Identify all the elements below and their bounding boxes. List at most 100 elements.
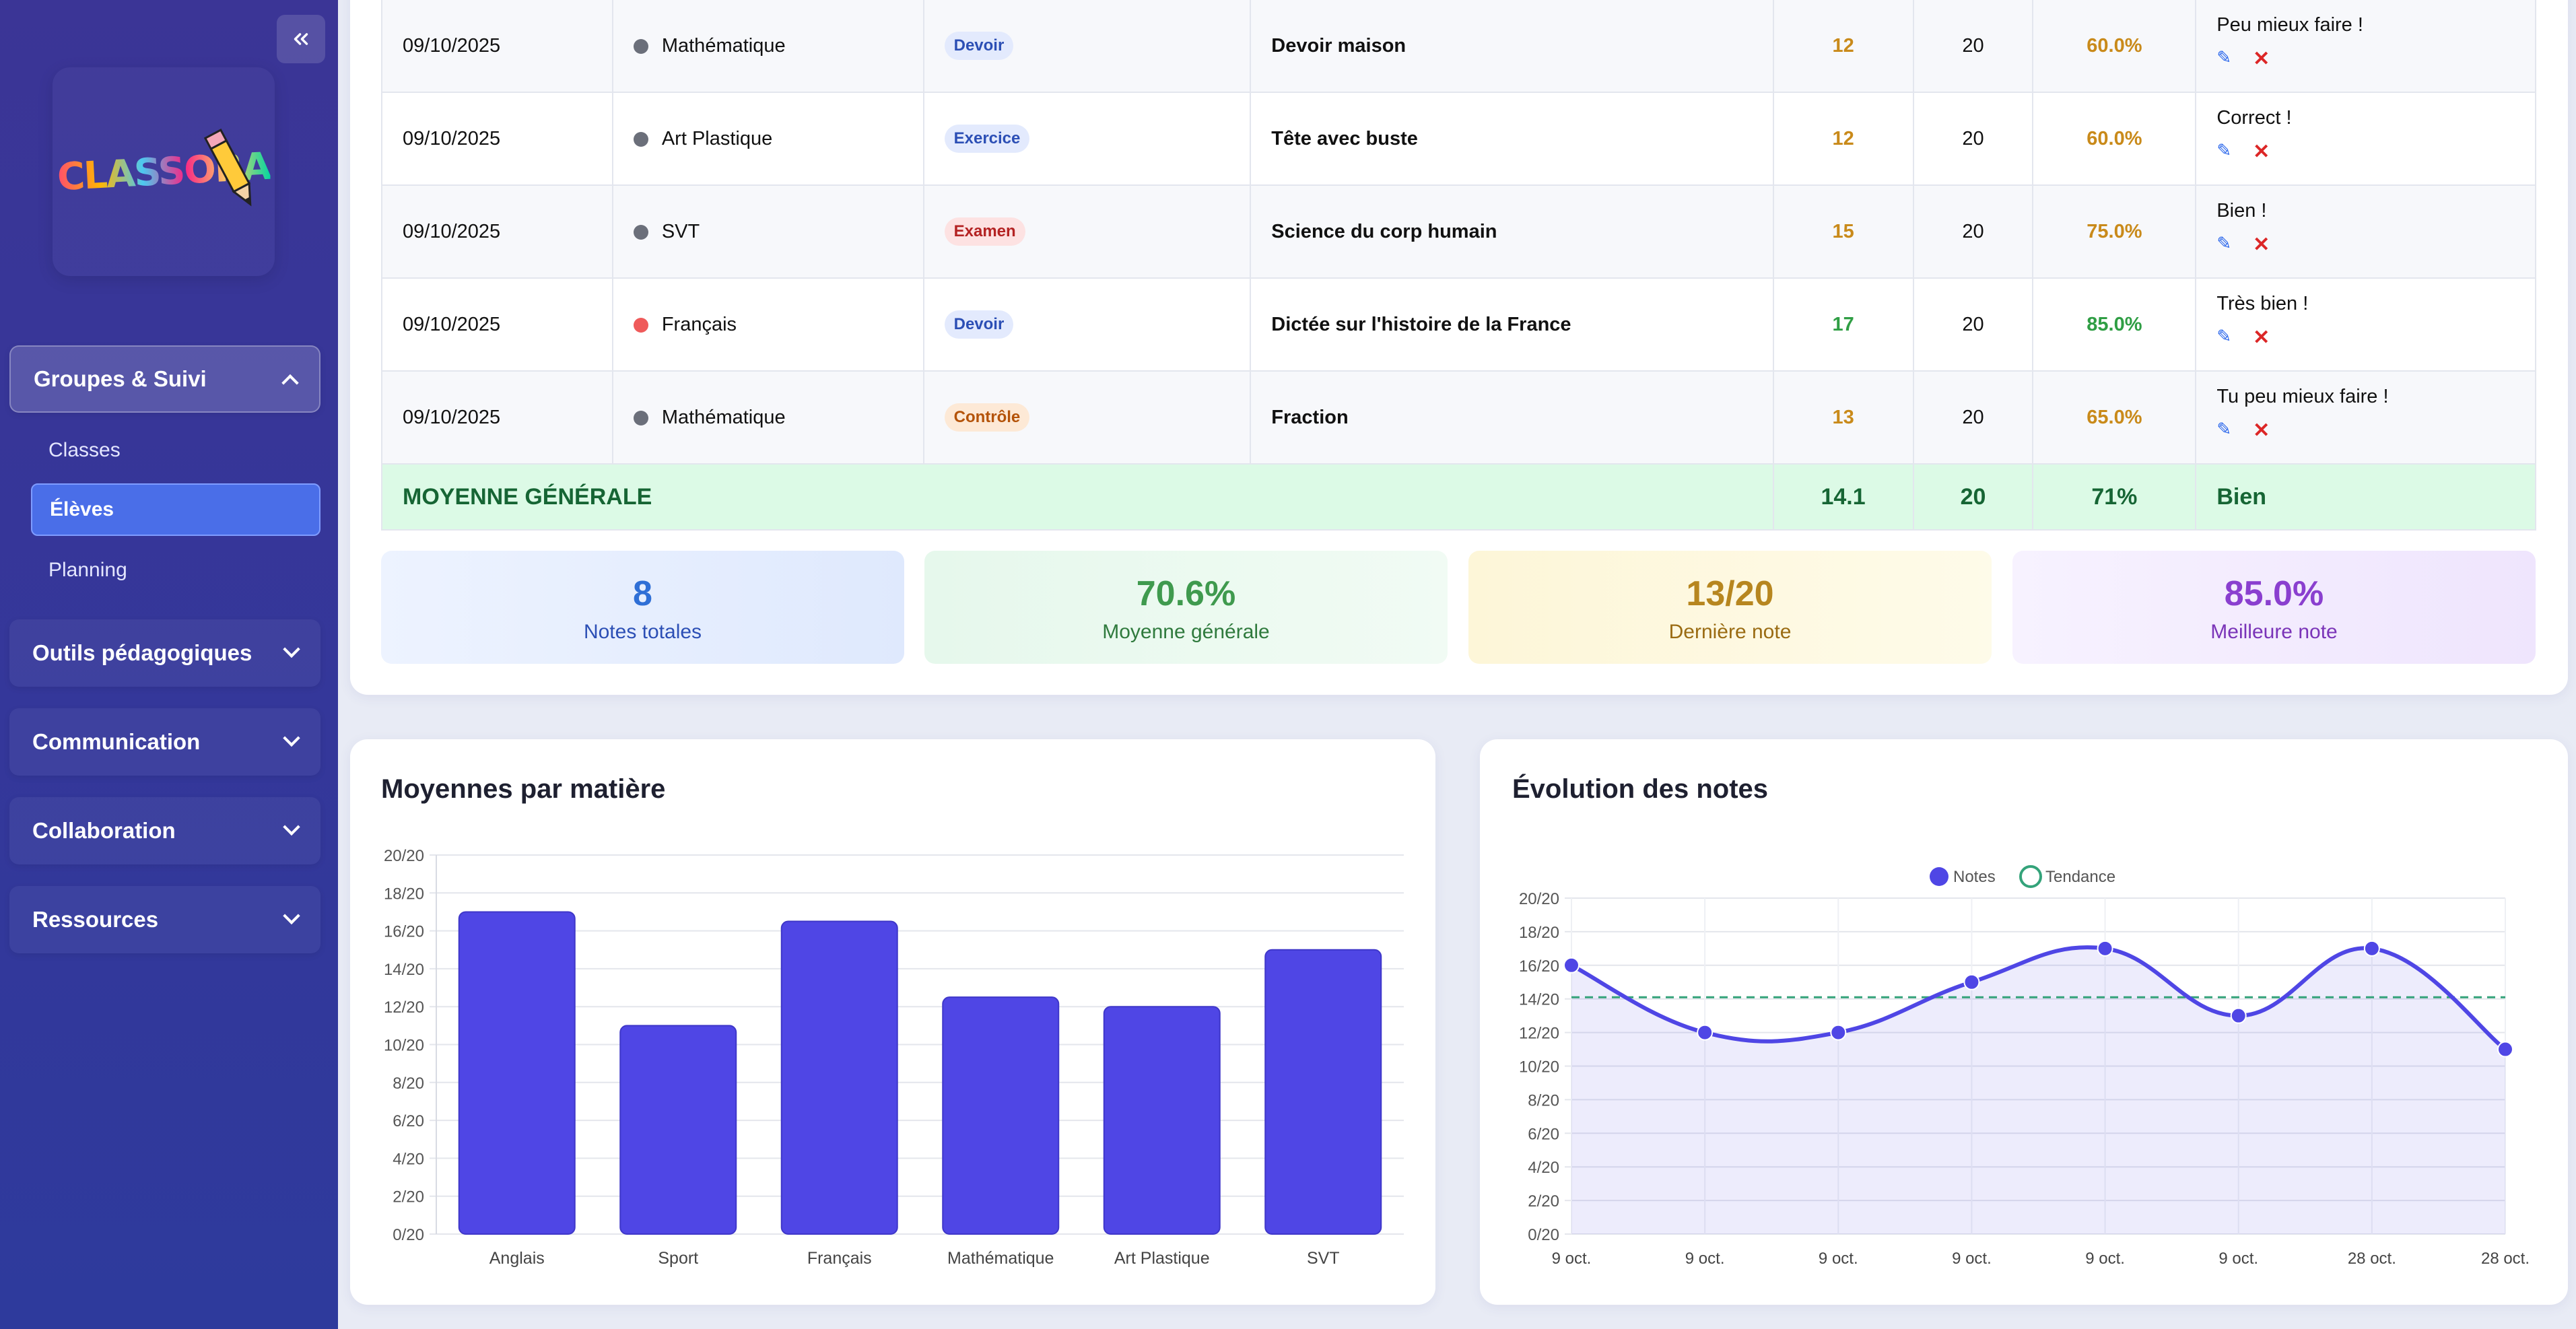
y-tick-label: 10/20 [1519, 1058, 1559, 1077]
stat-value: 8 [633, 574, 652, 613]
line-chart: Notes Tendance 0/20 2/20 4/20 6/20 8/20 10/20 12… [1519, 865, 2530, 1268]
stat-label: Moyenne générale [1102, 621, 1270, 643]
x-tick-label: Sport [658, 1249, 698, 1268]
edit-icon[interactable]: ✎ [2216, 419, 2232, 439]
grade-comment: Peu mieux faire ! [2216, 14, 2363, 36]
grade-date: 09/10/2025 [381, 184, 613, 279]
y-tick-label: 20/20 [1519, 890, 1559, 908]
delete-icon[interactable]: ✕ [2253, 327, 2270, 349]
grade-comment-cell: Correct ! ✎ ✕ [2195, 92, 2536, 186]
data-point[interactable] [2497, 1041, 2513, 1058]
chevron-up-icon [281, 374, 299, 392]
x-tick-label: Art Plastique [1114, 1249, 1210, 1268]
grade-max: 20 [1912, 0, 2034, 93]
legend-marker-notes[interactable] [1930, 867, 1948, 886]
data-point[interactable] [1697, 1024, 1714, 1041]
bar[interactable] [619, 1025, 737, 1235]
bar[interactable] [942, 996, 1060, 1235]
grade-max: 20 [1912, 277, 2034, 372]
bar[interactable] [780, 920, 898, 1235]
grade-percent: 85.0% [2032, 277, 2197, 372]
legend-marker-tendance[interactable] [2019, 865, 2042, 888]
y-tick-label: 6/20 [393, 1112, 424, 1130]
average-max: 20 [1912, 463, 2034, 531]
legend-label: Tendance [2045, 868, 2115, 886]
delete-icon[interactable]: ✕ [2253, 234, 2270, 256]
nav-item-classes[interactable]: Classes [31, 424, 320, 477]
data-point[interactable] [1563, 957, 1580, 974]
collapse-sidebar-button[interactable] [277, 15, 325, 63]
x-tick-label: 9 oct. [2218, 1250, 2258, 1268]
nav-group-label: Groupes & Suivi [34, 366, 207, 391]
edit-icon[interactable]: ✎ [2216, 140, 2232, 160]
row-actions: ✎ ✕ [2216, 140, 2515, 164]
edit-icon[interactable]: ✎ [2216, 326, 2232, 346]
grade-date: 09/10/2025 [381, 370, 613, 465]
chevron-down-icon [283, 818, 300, 836]
type-badge: Contrôle [944, 403, 1030, 432]
grade-note: 15 [1772, 184, 1914, 279]
nav-group-label: Outils pédagogiques [32, 640, 252, 665]
nav-group-collaboration[interactable]: Collaboration [9, 797, 320, 864]
nav-group-outils-pedagogiques[interactable]: Outils pédagogiques [9, 619, 320, 687]
bar-chart-title: Moyennes par matière [381, 774, 666, 804]
grade-date: 09/10/2025 [381, 277, 613, 372]
stat-card: 13/20 Dernière note [1468, 551, 1992, 664]
stat-card: 70.6% Moyenne générale [924, 551, 1448, 664]
edit-icon[interactable]: ✎ [2216, 47, 2232, 67]
data-point[interactable] [1830, 1024, 1847, 1041]
data-point[interactable] [2363, 940, 2380, 957]
delete-icon[interactable]: ✕ [2253, 48, 2270, 70]
nav-group-groupes-suivi[interactable]: Groupes & Suivi [9, 345, 320, 413]
delete-icon[interactable]: ✕ [2253, 141, 2270, 163]
y-tick-label: 8/20 [393, 1075, 424, 1093]
stat-card: 8 Notes totales [381, 551, 904, 664]
nav-item-label: Classes [48, 439, 121, 461]
row-actions: ✎ ✕ [2216, 419, 2515, 442]
grades-table: 09/10/2025 Mathématique Devoir Devoir maiso… [381, 0, 2536, 531]
legend-label: Notes [1953, 868, 1996, 886]
grade-title: Dictée sur l'histoire de la France [1250, 277, 1774, 372]
y-tick-label: 6/20 [1528, 1125, 1559, 1143]
stat-label: Dernière note [1668, 621, 1792, 643]
grade-note: 13 [1772, 370, 1914, 465]
grade-max: 20 [1912, 370, 2034, 465]
grade-type: Examen [922, 184, 1252, 279]
subject-color-dot [633, 131, 648, 147]
subject-label: SVT [661, 220, 700, 242]
data-point[interactable] [2097, 940, 2113, 957]
nav-item-label: Élèves [50, 498, 114, 520]
nav-item-planning[interactable]: Planning [31, 544, 320, 597]
nav-group-communication[interactable]: Communication [9, 708, 320, 776]
grade-max: 20 [1912, 92, 2034, 186]
grade-comment: Correct ! [2216, 107, 2292, 129]
average-label: MOYENNE GÉNÉRALE [381, 463, 1774, 531]
y-tick-label: 4/20 [1528, 1159, 1559, 1177]
delete-icon[interactable]: ✕ [2253, 419, 2270, 442]
edit-icon[interactable]: ✎ [2216, 233, 2232, 253]
x-tick-label: Mathématique [947, 1249, 1054, 1268]
bar[interactable] [1264, 949, 1382, 1235]
chevron-down-icon [283, 907, 300, 925]
subject-label: Français [661, 313, 737, 335]
grade-max: 20 [1912, 184, 2034, 279]
subject-color-dot [633, 224, 648, 240]
nav-group-ressources[interactable]: Ressources [9, 886, 320, 953]
grade-date: 09/10/2025 [381, 92, 613, 186]
data-point[interactable] [1963, 974, 1980, 990]
nav-group-label: Ressources [32, 907, 159, 932]
stat-label: Notes totales [583, 621, 702, 643]
data-point[interactable] [2230, 1007, 2247, 1024]
row-actions: ✎ ✕ [2216, 47, 2515, 71]
grade-comment-cell: Tu peu mieux faire ! ✎ ✕ [2195, 370, 2536, 465]
sidebar: CLASSORA Groupes & Suivi Classes Élèves … [0, 0, 338, 1329]
average-percent: 71% [2032, 463, 2197, 531]
nav-item-eleves[interactable]: Élèves [31, 483, 320, 536]
x-tick-label: Français [807, 1249, 872, 1268]
nav-group-label: Collaboration [32, 818, 176, 843]
x-tick-label: SVT [1307, 1249, 1340, 1268]
bar[interactable] [1103, 1006, 1221, 1235]
bar[interactable] [458, 911, 576, 1235]
grade-subject: Français [611, 277, 924, 372]
table-row: 09/10/2025 SVT Examen Science du corp humai… [381, 184, 2536, 279]
